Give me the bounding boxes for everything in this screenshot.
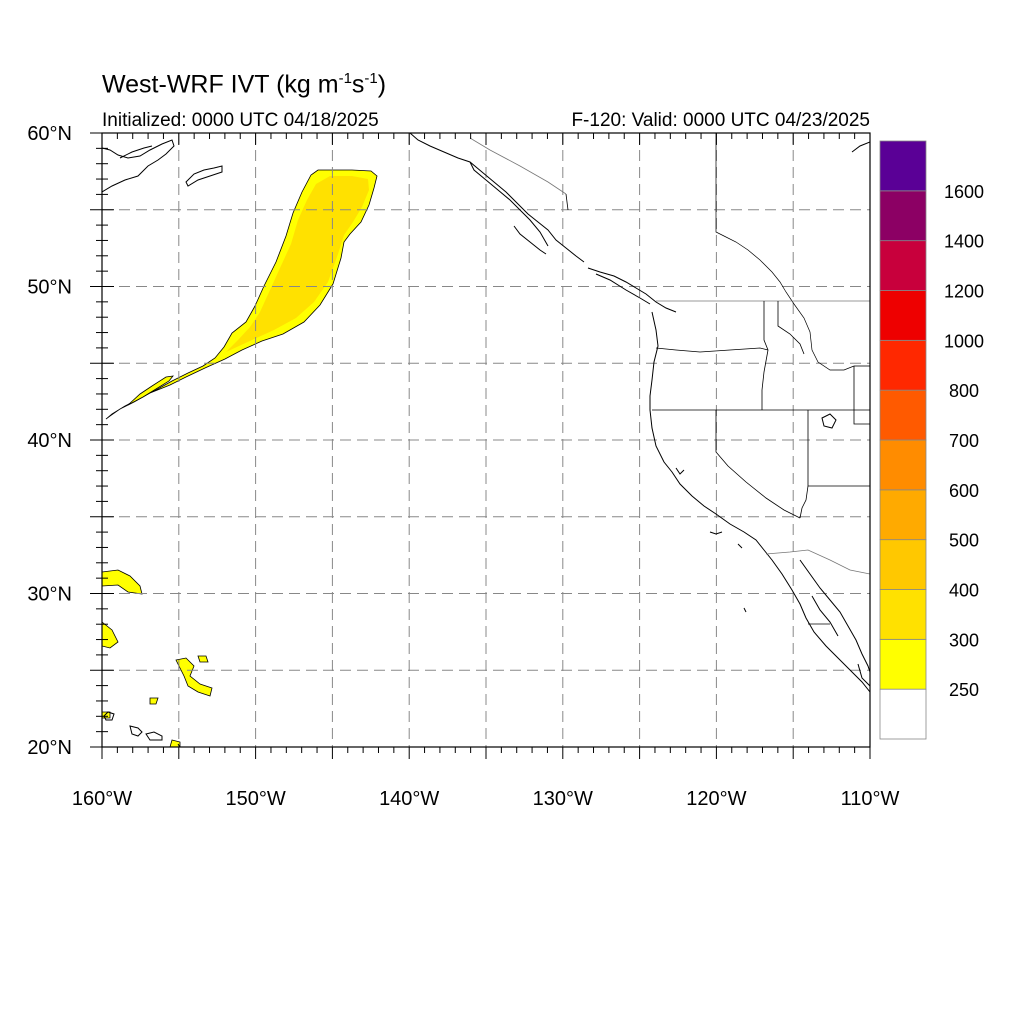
lat-label: 40°N [27, 430, 72, 452]
lon-label: 150°W [225, 788, 285, 810]
colorbar-label: 1000 [944, 331, 984, 351]
colorbar-swatch [879, 539, 927, 590]
colorbar-label: 800 [949, 381, 979, 401]
colorbar: 250 300 400 500 600 700 800 1000 1200 1400 1600 [879, 140, 984, 740]
initialized-time: Initialized: 0000 UTC 04/18/2025 [102, 110, 379, 131]
valid-time: F-120: Valid: 0000 UTC 04/23/2025 [571, 110, 870, 131]
longitude-labels: 160°W 150°W 140°W 130°W 120°W 110°W [72, 788, 900, 810]
colorbar-label: 500 [949, 531, 979, 551]
lat-label: 50°N [27, 277, 72, 299]
colorbar-label: 300 [949, 630, 979, 650]
lon-label: 140°W [379, 788, 439, 810]
colorbar-label: 400 [949, 581, 979, 601]
colorbar-swatch [879, 290, 927, 341]
political-boundaries [469, 133, 870, 625]
atmospheric-river-finger [127, 375, 174, 406]
colorbar-swatch [879, 240, 927, 291]
colorbar-swatch [879, 688, 927, 740]
axis-ticks [90, 132, 871, 759]
colorbar-swatch [879, 589, 927, 640]
ivt-patch [197, 655, 209, 663]
lon-label: 110°W [841, 788, 900, 810]
colorbar-label: 1400 [944, 232, 984, 252]
atmospheric-river-inner [226, 176, 369, 352]
colorbar-label: 1200 [944, 282, 984, 302]
colorbar-label: 250 [949, 680, 979, 700]
ivt-patch [102, 569, 143, 595]
colorbar-swatch [879, 439, 927, 491]
colorbar-label: 1600 [944, 182, 984, 202]
ivt-patch [149, 697, 159, 705]
lon-label: 160°W [72, 788, 132, 810]
colorbar-label: 700 [949, 431, 979, 451]
colorbar-swatch [879, 389, 927, 441]
colorbar-swatch [879, 638, 927, 690]
lat-label: 20°N [27, 737, 72, 759]
colorbar-swatch [879, 339, 927, 391]
graticule [102, 133, 870, 747]
lon-label: 120°W [686, 788, 746, 810]
lat-label: 60°N [27, 123, 72, 145]
latitude-labels: 60°N 50°N 40°N 30°N 20°N [27, 123, 72, 759]
map-title: West-WRF IVT (kg m-1s-1) [102, 70, 387, 99]
lon-label: 130°W [533, 788, 593, 810]
ivt-fill-layer [102, 169, 378, 747]
colorbar-swatch [879, 140, 927, 192]
ivt-patch [102, 621, 119, 649]
coastlines [102, 133, 870, 747]
colorbar-swatch [879, 489, 927, 541]
ivt-patch [169, 739, 181, 747]
ivt-patch [175, 657, 213, 697]
ivt-patch [102, 711, 111, 719]
lat-label: 30°N [27, 584, 72, 606]
colorbar-swatch [879, 190, 927, 242]
colorbar-label: 600 [949, 481, 979, 501]
